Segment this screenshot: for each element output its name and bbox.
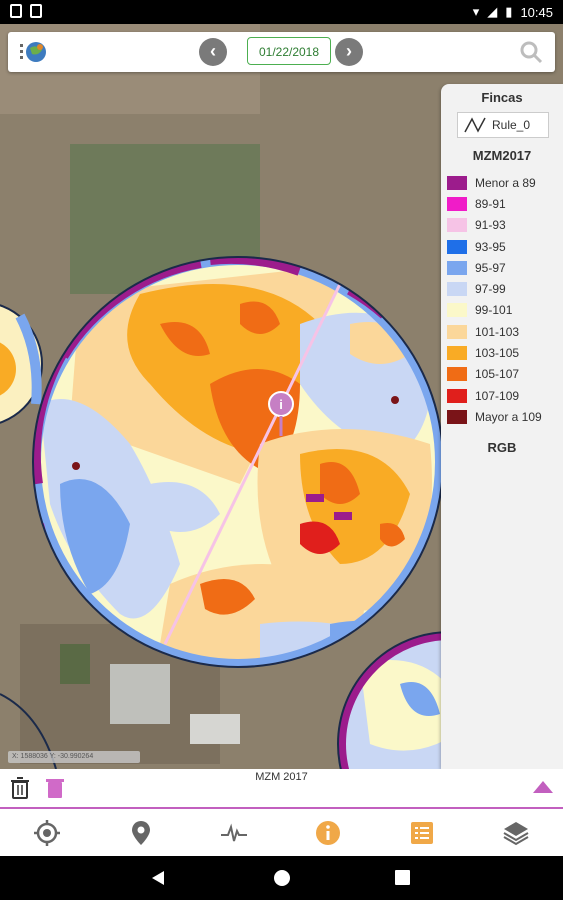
legend-item: 95-97 — [447, 257, 559, 278]
rule-item: Rule_0 — [457, 112, 549, 138]
legend-index-title: MZM2017 — [472, 148, 532, 163]
date-selector[interactable]: 01/22/2018 — [247, 37, 331, 65]
legend-item: 103-105 — [447, 342, 559, 363]
legend-item: 89-91 — [447, 193, 559, 214]
legend-swatch — [447, 303, 467, 318]
legend-item: 99-101 — [447, 300, 559, 321]
legend-swatch — [447, 346, 467, 361]
legend-swatch — [447, 324, 467, 339]
legend-swatch — [447, 260, 467, 275]
legend-item: 93-95 — [447, 236, 559, 257]
delete-all-icon[interactable] — [46, 777, 64, 799]
legend-item: 101-103 — [447, 321, 559, 342]
divider — [0, 807, 563, 809]
sd-card-icon — [30, 4, 42, 18]
back-icon[interactable] — [150, 870, 166, 886]
battery-icon: ▮ — [505, 4, 513, 19]
trash-icon[interactable] — [10, 777, 30, 799]
bottom-nav — [0, 809, 563, 856]
legend-item: Menor a 89 — [447, 172, 559, 193]
search-icon[interactable] — [519, 40, 543, 64]
legend-swatch — [447, 239, 467, 254]
prev-date-button[interactable]: ‹ — [199, 38, 227, 66]
top-toolbar: ‹ 01/22/2018 › — [8, 32, 555, 72]
legend-rgb-title: RGB — [487, 440, 517, 455]
legend-swatch — [447, 196, 467, 211]
legend-swatch — [447, 409, 467, 424]
legend-swatch — [447, 282, 467, 297]
legend-swatch — [447, 388, 467, 403]
app-logo-icon[interactable] — [18, 38, 50, 66]
legend-items: Menor a 89 89-91 91-93 93-95 95-97 97-99… — [447, 172, 559, 428]
legend-swatch — [447, 218, 467, 233]
notification-icon — [10, 4, 22, 18]
legend-swatch — [447, 175, 467, 190]
legend-item: 91-93 — [447, 215, 559, 236]
expand-up-icon[interactable] — [533, 781, 553, 793]
legend-item: 105-107 — [447, 364, 559, 385]
legend-item: 97-99 — [447, 278, 559, 299]
legend-swatch — [447, 367, 467, 382]
legend-item: Mayor a 109 — [447, 406, 559, 427]
info-icon[interactable] — [314, 819, 342, 847]
rule-label: Rule_0 — [492, 118, 531, 132]
wifi-icon: ▾ — [472, 4, 480, 19]
location-target-icon[interactable] — [33, 819, 61, 847]
list-icon[interactable] — [408, 819, 436, 847]
legend-item: 107-109 — [447, 385, 559, 406]
recents-icon[interactable] — [395, 870, 410, 885]
layers-icon[interactable] — [502, 819, 530, 847]
legend-panel: Fincas Rule_0 MZM2017 Menor a 89 89-91 9… — [441, 84, 563, 769]
signal-icon: ◢ — [487, 4, 498, 19]
coordinate-readout: X: 1588036 Y: -30.990264 — [8, 751, 140, 763]
system-nav-bar — [0, 856, 563, 900]
pulse-chart-icon[interactable] — [220, 819, 248, 847]
status-bar: ▾ ◢ ▮ 10:45 — [0, 0, 563, 24]
info-pin-marker[interactable]: i — [268, 391, 294, 436]
next-date-button[interactable]: › — [335, 38, 363, 66]
home-icon[interactable] — [273, 869, 291, 887]
clock: 10:45 — [520, 4, 553, 20]
layer-strip: MZM 2017 — [0, 769, 563, 809]
map-pin-icon[interactable] — [127, 819, 155, 847]
svg-text:i: i — [279, 397, 283, 412]
legend-layer-title: Fincas — [481, 90, 523, 105]
rule-line-icon — [464, 117, 486, 133]
layer-name: MZM 2017 — [255, 771, 308, 783]
